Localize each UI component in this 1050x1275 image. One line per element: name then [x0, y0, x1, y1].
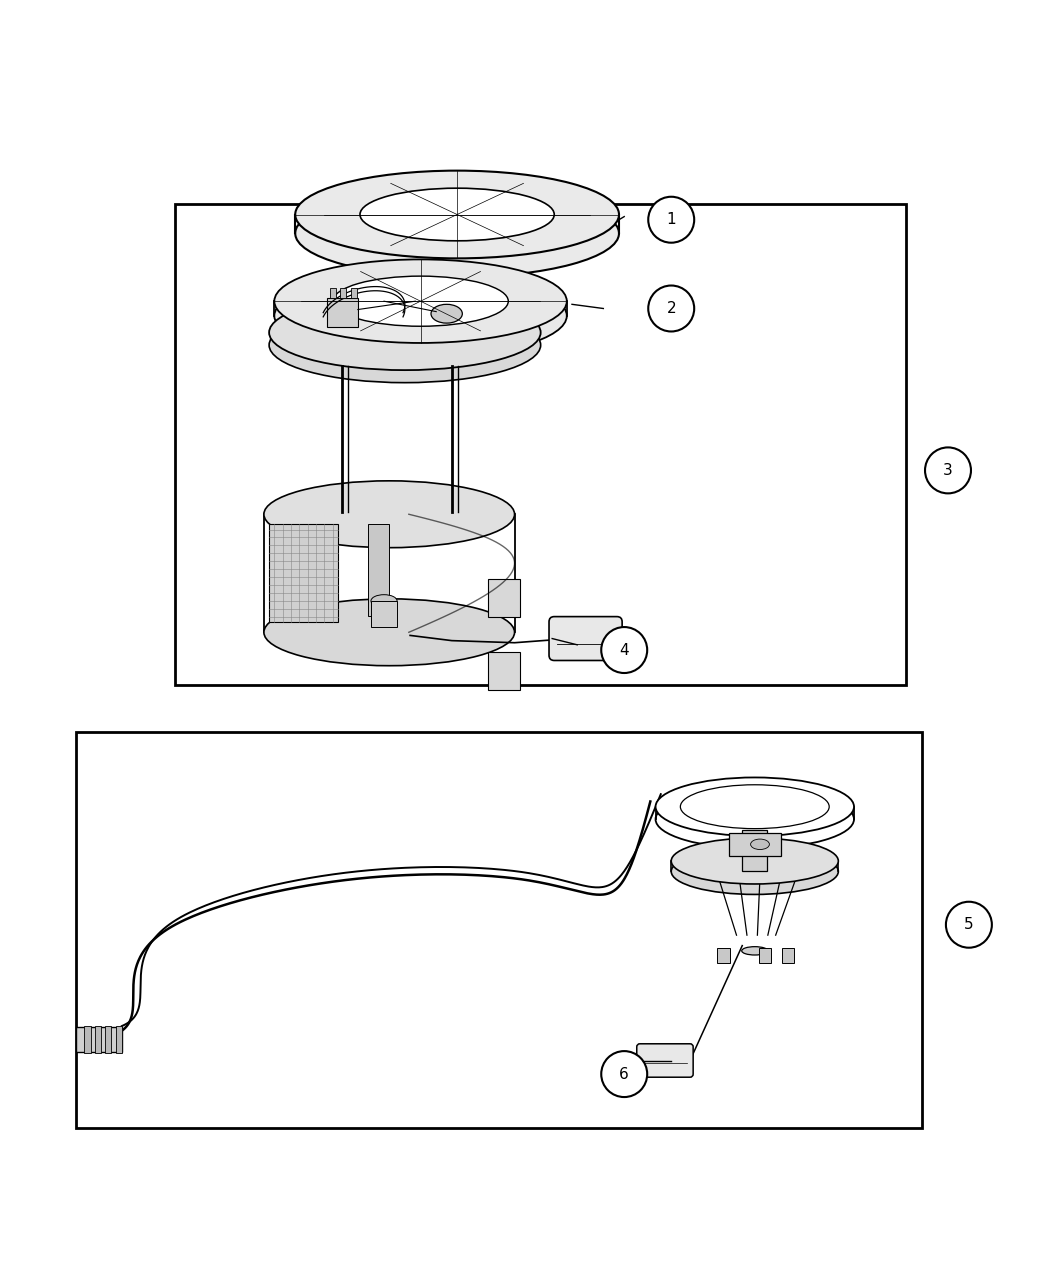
FancyBboxPatch shape	[549, 617, 623, 660]
Circle shape	[648, 286, 694, 332]
FancyBboxPatch shape	[717, 947, 730, 964]
FancyBboxPatch shape	[84, 1026, 90, 1053]
Circle shape	[648, 196, 694, 242]
FancyBboxPatch shape	[742, 830, 768, 871]
Circle shape	[946, 901, 992, 947]
Ellipse shape	[274, 259, 567, 343]
FancyBboxPatch shape	[116, 1026, 122, 1053]
Ellipse shape	[264, 599, 514, 666]
Ellipse shape	[333, 277, 508, 326]
FancyBboxPatch shape	[175, 204, 906, 685]
FancyBboxPatch shape	[759, 947, 772, 964]
Text: 5: 5	[964, 917, 973, 932]
Ellipse shape	[671, 848, 838, 895]
FancyBboxPatch shape	[782, 947, 795, 964]
FancyBboxPatch shape	[488, 579, 520, 617]
Ellipse shape	[360, 189, 554, 241]
FancyBboxPatch shape	[371, 601, 397, 627]
FancyBboxPatch shape	[94, 1026, 101, 1053]
Circle shape	[602, 627, 647, 673]
Text: 2: 2	[667, 301, 676, 316]
FancyBboxPatch shape	[340, 288, 346, 298]
FancyBboxPatch shape	[327, 298, 358, 328]
Ellipse shape	[264, 481, 514, 548]
FancyBboxPatch shape	[105, 1026, 111, 1053]
Ellipse shape	[269, 295, 541, 370]
Ellipse shape	[671, 838, 838, 884]
FancyBboxPatch shape	[729, 833, 781, 856]
Ellipse shape	[295, 190, 620, 277]
Text: 3: 3	[943, 463, 953, 478]
FancyBboxPatch shape	[369, 524, 390, 616]
FancyBboxPatch shape	[351, 288, 357, 298]
Text: 6: 6	[620, 1067, 629, 1081]
Ellipse shape	[371, 594, 397, 607]
FancyBboxPatch shape	[76, 1028, 122, 1052]
Text: 4: 4	[620, 643, 629, 658]
Ellipse shape	[680, 785, 830, 829]
FancyBboxPatch shape	[76, 732, 922, 1128]
FancyBboxPatch shape	[330, 288, 336, 298]
FancyBboxPatch shape	[269, 524, 338, 622]
Circle shape	[925, 448, 971, 493]
Ellipse shape	[430, 305, 462, 323]
FancyBboxPatch shape	[488, 652, 520, 690]
Ellipse shape	[295, 171, 620, 259]
Ellipse shape	[269, 307, 541, 382]
Text: 1: 1	[667, 212, 676, 227]
Ellipse shape	[655, 790, 854, 848]
Circle shape	[602, 1051, 647, 1096]
Ellipse shape	[751, 839, 770, 849]
Ellipse shape	[655, 778, 854, 836]
Ellipse shape	[274, 274, 567, 357]
FancyBboxPatch shape	[636, 1044, 693, 1077]
Ellipse shape	[741, 946, 768, 955]
